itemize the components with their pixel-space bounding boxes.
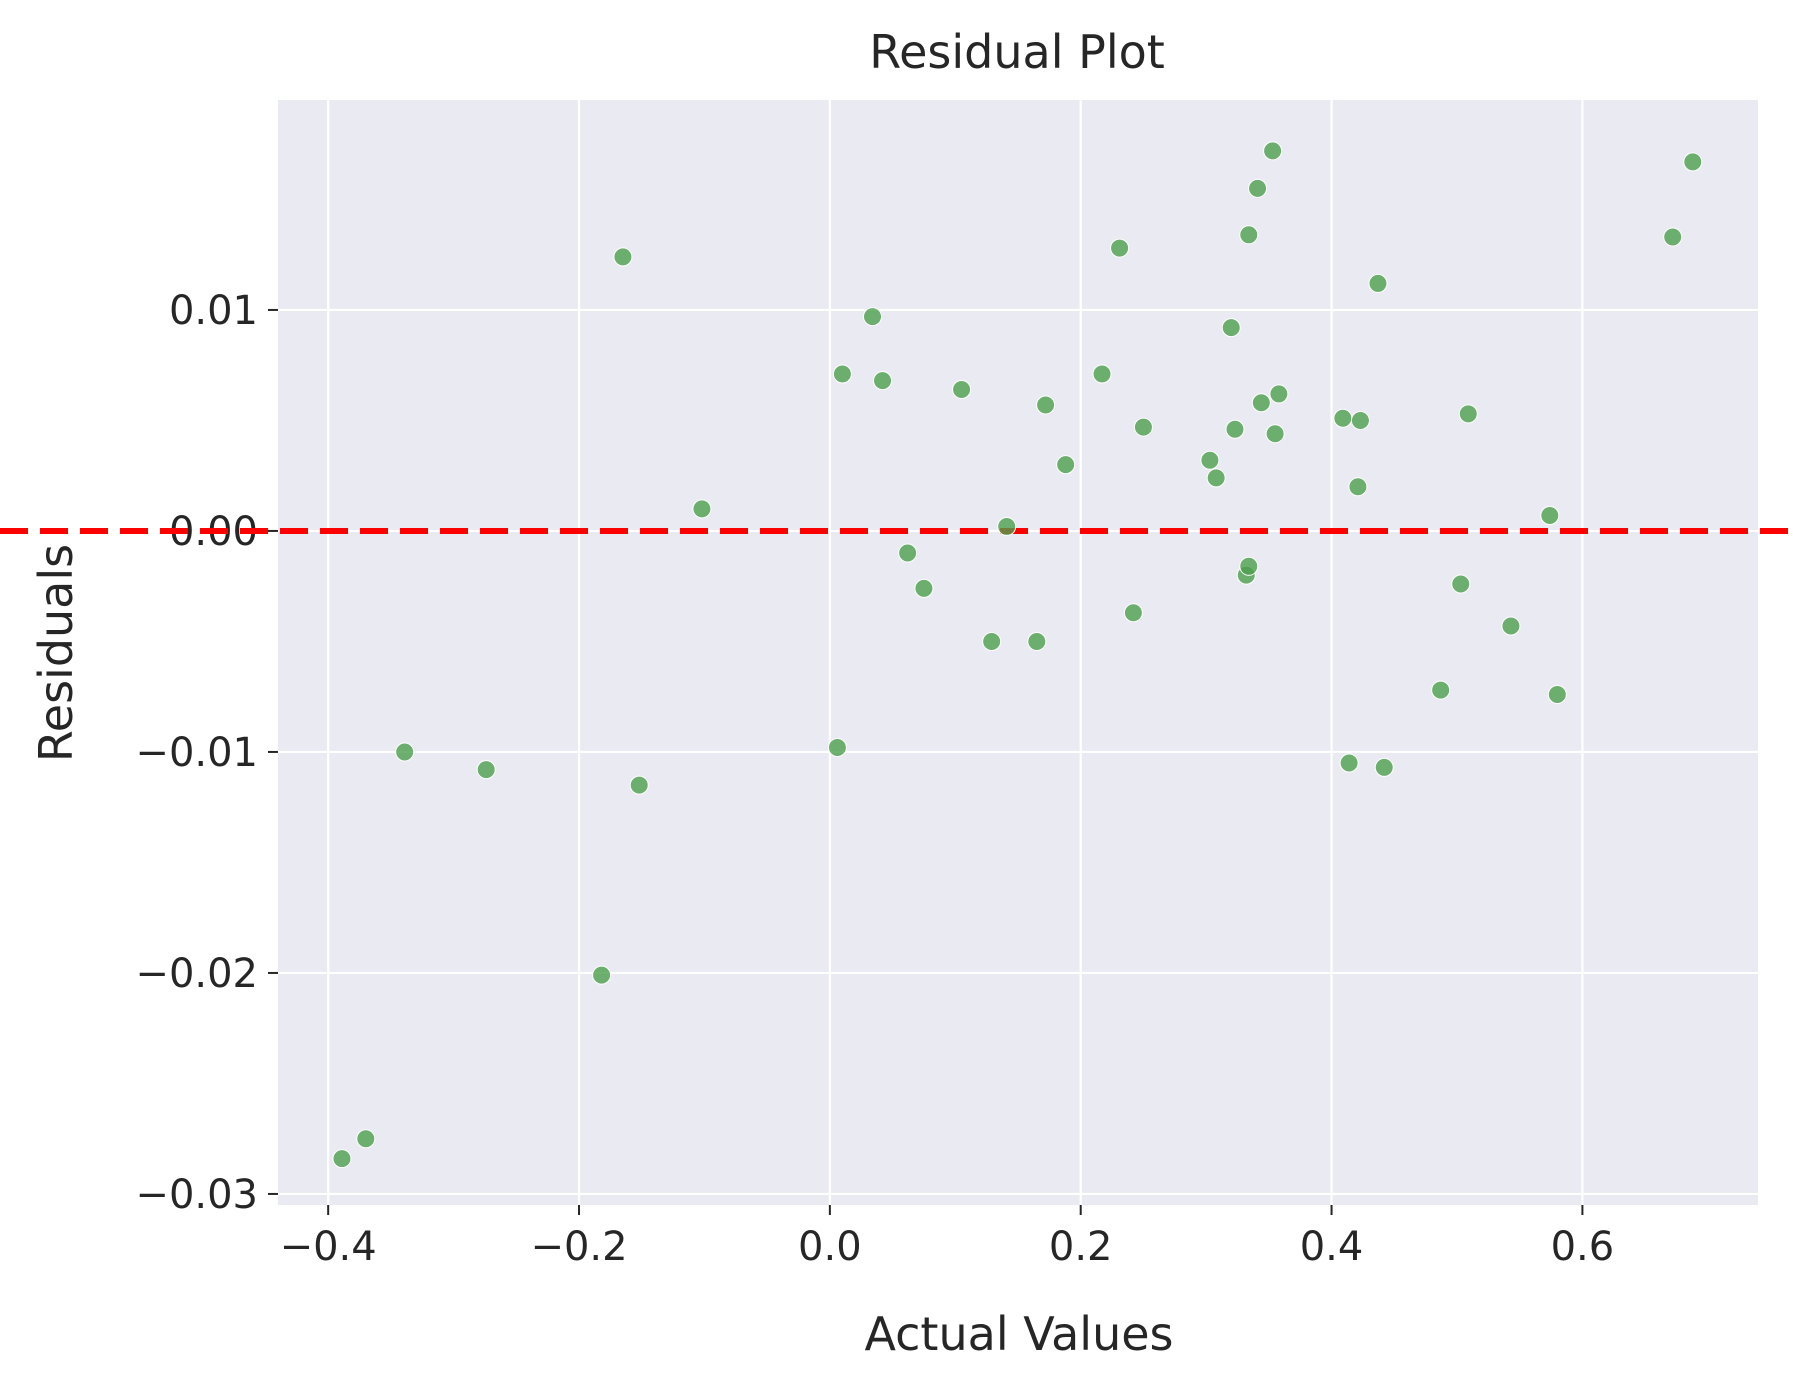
data-point: [1339, 753, 1359, 773]
x-tick-labels: −0.4 −0.2 0.0 0.2 0.4 0.6: [280, 1224, 1615, 1270]
data-point: [1333, 408, 1353, 428]
chart-title: Residual Plot: [869, 25, 1165, 79]
y-tick-label: −0.03: [135, 1172, 258, 1218]
data-point: [952, 380, 972, 400]
data-point: [395, 742, 415, 762]
data-point: [1458, 404, 1478, 424]
data-point: [1350, 410, 1370, 430]
data-point: [997, 517, 1017, 537]
data-point: [1123, 603, 1143, 623]
data-point: [1269, 384, 1289, 404]
data-point: [1221, 318, 1241, 338]
data-point: [476, 760, 496, 780]
data-point: [898, 543, 918, 563]
y-tick-label: 0.01: [169, 288, 258, 334]
data-point: [332, 1149, 352, 1169]
data-point: [1036, 395, 1056, 415]
x-tick-label: −0.4: [280, 1224, 377, 1270]
y-tick-label: −0.01: [135, 730, 258, 776]
y-tick-labels: −0.03−0.02−0.010.000.01: [135, 288, 258, 1218]
data-point: [1239, 225, 1259, 245]
data-point: [1133, 417, 1153, 437]
y-axis-label: Residuals: [29, 544, 83, 762]
data-points: [332, 141, 1703, 1169]
data-point: [914, 578, 934, 598]
data-point: [592, 965, 612, 985]
data-point: [1225, 419, 1245, 439]
data-point: [832, 364, 852, 384]
data-point: [982, 631, 1002, 651]
data-point: [629, 775, 649, 795]
x-tick-label: 0.2: [1049, 1224, 1113, 1270]
data-point: [1092, 364, 1112, 384]
data-point: [1547, 684, 1567, 704]
data-point: [1263, 141, 1283, 161]
data-point: [827, 738, 847, 758]
data-point: [1265, 424, 1285, 444]
data-point: [1056, 455, 1076, 475]
data-point: [1239, 556, 1259, 576]
data-point: [692, 499, 712, 519]
data-point: [356, 1129, 376, 1149]
data-point: [1027, 631, 1047, 651]
data-point: [1200, 450, 1220, 470]
data-point: [1501, 616, 1521, 636]
axis-ticks: [268, 308, 1584, 1215]
grid-lines: [278, 100, 1758, 1205]
data-point: [873, 371, 893, 391]
x-tick-label: 0.4: [1300, 1224, 1364, 1270]
x-tick-label: 0.0: [798, 1224, 862, 1270]
data-point: [1374, 757, 1394, 777]
plot-area: [278, 100, 1758, 1205]
data-point: [1251, 393, 1271, 413]
data-point: [863, 307, 883, 327]
data-point: [613, 247, 633, 267]
data-point: [1431, 680, 1451, 700]
x-tick-label: −0.2: [530, 1224, 627, 1270]
data-point: [1368, 273, 1388, 293]
data-point: [1683, 152, 1703, 172]
data-point: [1663, 227, 1683, 247]
data-point: [1348, 477, 1368, 497]
data-point: [1451, 574, 1471, 594]
data-point: [1206, 468, 1226, 488]
x-axis-label: Actual Values: [864, 1307, 1173, 1361]
data-point: [1110, 238, 1130, 258]
data-point: [1540, 505, 1560, 525]
y-tick-label: −0.02: [135, 951, 258, 997]
data-point: [1248, 178, 1268, 198]
x-tick-label: 0.6: [1551, 1224, 1615, 1270]
